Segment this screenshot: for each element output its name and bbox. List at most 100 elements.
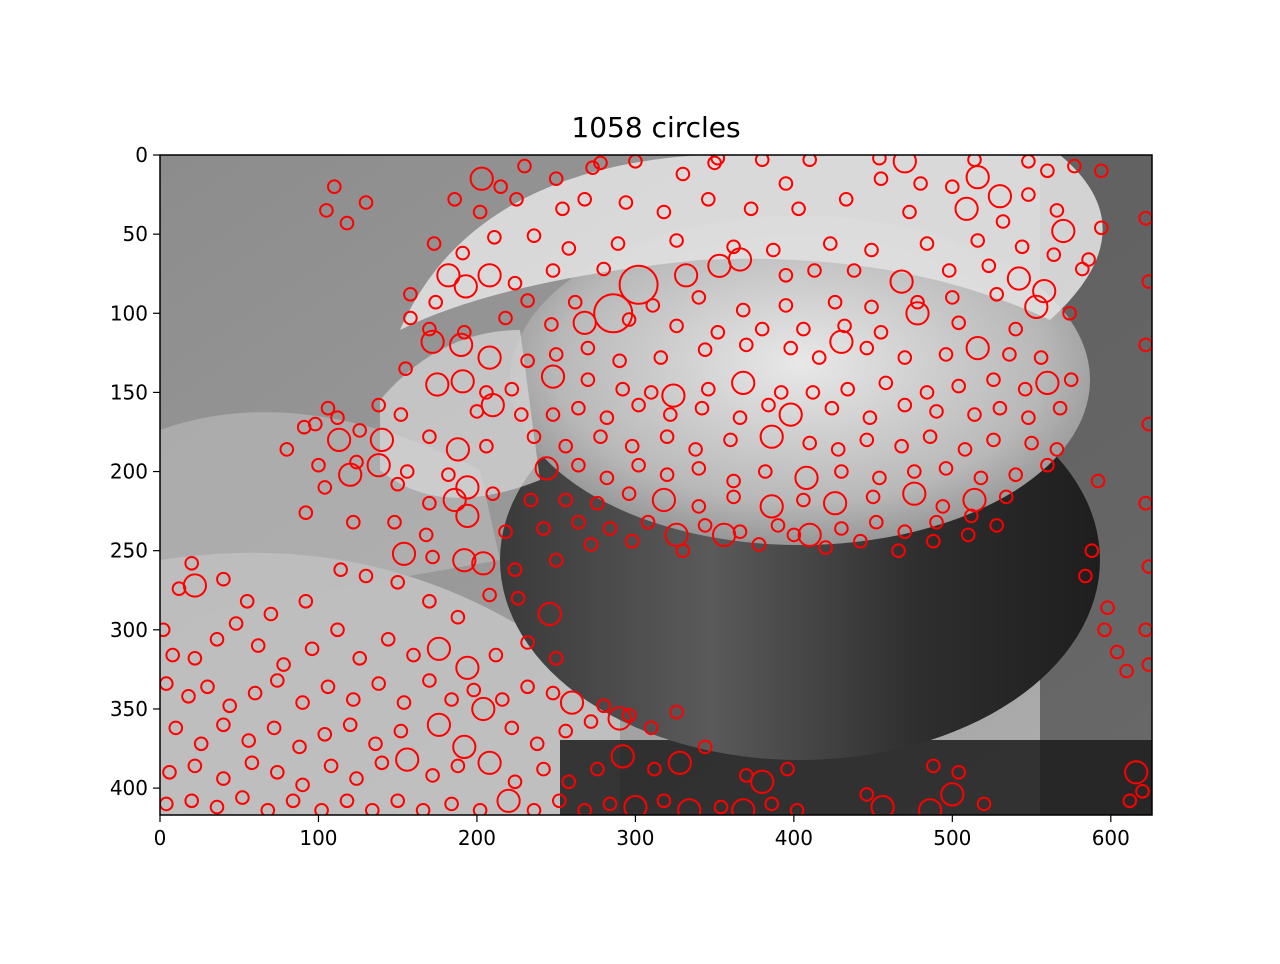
circle-marker bbox=[390, 476, 406, 492]
circle-marker bbox=[222, 698, 237, 714]
circle-marker bbox=[647, 761, 662, 777]
circle-marker bbox=[773, 385, 789, 400]
circle-marker bbox=[751, 537, 767, 552]
chart-title: 1058 circles bbox=[571, 111, 740, 144]
circle-marker bbox=[160, 622, 171, 638]
circle-marker bbox=[450, 369, 475, 394]
circle-marker bbox=[731, 798, 756, 815]
circle-marker bbox=[449, 332, 474, 357]
circle-marker bbox=[403, 287, 418, 302]
circle-marker bbox=[477, 750, 502, 775]
circle-marker bbox=[905, 301, 930, 326]
circle-marker bbox=[834, 464, 849, 479]
circle-marker bbox=[1141, 274, 1152, 289]
circle-marker bbox=[583, 537, 599, 552]
circle-marker bbox=[846, 263, 862, 278]
circle-marker bbox=[571, 457, 586, 473]
circle-marker bbox=[624, 533, 640, 549]
circle-marker bbox=[656, 204, 672, 220]
circle-marker bbox=[973, 470, 989, 486]
circle-marker bbox=[317, 727, 333, 742]
circle-marker bbox=[823, 491, 848, 516]
circle-marker bbox=[545, 407, 561, 422]
circle-marker bbox=[840, 381, 856, 397]
circle-marker bbox=[1141, 657, 1152, 672]
circle-marker bbox=[1122, 793, 1138, 809]
circle-marker bbox=[919, 236, 935, 251]
circle-marker bbox=[691, 290, 707, 305]
circle-marker bbox=[1002, 347, 1017, 362]
circle-marker bbox=[805, 385, 821, 400]
circle-marker bbox=[727, 247, 753, 272]
circle-marker bbox=[184, 556, 199, 571]
circle-marker bbox=[403, 310, 418, 326]
circle-marker bbox=[445, 437, 470, 462]
circle-marker bbox=[761, 397, 776, 413]
circle-marker bbox=[669, 318, 684, 334]
circle-marker bbox=[960, 527, 976, 543]
circle-marker bbox=[929, 404, 944, 419]
circle-marker bbox=[1040, 457, 1055, 473]
circle-marker bbox=[415, 803, 431, 815]
circle-marker bbox=[674, 263, 699, 288]
circle-marker bbox=[862, 410, 878, 426]
circle-marker bbox=[520, 635, 535, 650]
circle-marker bbox=[548, 347, 564, 362]
circle-marker bbox=[864, 242, 879, 258]
circle-marker bbox=[731, 370, 756, 395]
circle-marker bbox=[823, 236, 838, 251]
circle-marker bbox=[320, 400, 336, 416]
circle-marker bbox=[811, 350, 827, 365]
circle-marker bbox=[529, 736, 545, 752]
circle-marker bbox=[987, 184, 1013, 209]
circle-marker bbox=[526, 429, 542, 445]
circle-marker bbox=[514, 407, 529, 422]
circle-marker bbox=[599, 410, 615, 426]
circle-marker bbox=[873, 171, 889, 186]
circle-marker bbox=[479, 385, 494, 400]
circle-marker bbox=[426, 712, 451, 737]
circle-marker bbox=[995, 214, 1011, 229]
circle-marker bbox=[976, 796, 992, 812]
circle-marker bbox=[964, 508, 979, 524]
circle-marker bbox=[1049, 203, 1065, 218]
circle-marker bbox=[537, 601, 562, 627]
x-tick-label: 600 bbox=[1092, 826, 1130, 850]
circle-marker bbox=[998, 489, 1014, 505]
circle-marker bbox=[444, 692, 459, 707]
circle-marker bbox=[697, 518, 713, 533]
circle-marker bbox=[659, 467, 675, 483]
circle-marker bbox=[358, 568, 374, 584]
circle-marker bbox=[992, 400, 1008, 416]
circle-marker bbox=[184, 793, 199, 809]
x-axis-ticks: 0 100 200 300 400 500 600 bbox=[154, 815, 1130, 850]
circle-marker bbox=[266, 720, 282, 736]
circle-marker bbox=[298, 594, 314, 609]
circle-marker bbox=[285, 793, 301, 809]
circle-marker bbox=[599, 470, 615, 486]
circle-marker bbox=[778, 176, 794, 191]
circle-marker bbox=[697, 342, 713, 358]
circle-marker bbox=[1017, 381, 1033, 397]
circle-marker bbox=[450, 609, 466, 625]
circle-marker bbox=[1067, 158, 1082, 174]
circle-marker bbox=[1032, 279, 1057, 304]
circle-marker bbox=[314, 803, 329, 815]
circle-marker bbox=[250, 638, 266, 653]
circle-marker bbox=[390, 793, 406, 809]
circle-marker bbox=[783, 340, 799, 356]
circle-marker bbox=[160, 796, 174, 812]
circle-marker bbox=[523, 492, 539, 508]
circle-marker bbox=[653, 350, 669, 365]
circle-marker bbox=[260, 803, 276, 815]
circle-marker bbox=[471, 696, 496, 722]
circle-marker bbox=[472, 803, 488, 815]
circle-marker bbox=[425, 372, 450, 397]
circle-marker bbox=[572, 310, 597, 335]
circle-marker bbox=[279, 442, 295, 457]
circle-marker bbox=[349, 771, 364, 786]
circle-marker bbox=[406, 647, 421, 663]
circle-marker bbox=[675, 543, 691, 559]
circle-marker bbox=[536, 761, 551, 777]
